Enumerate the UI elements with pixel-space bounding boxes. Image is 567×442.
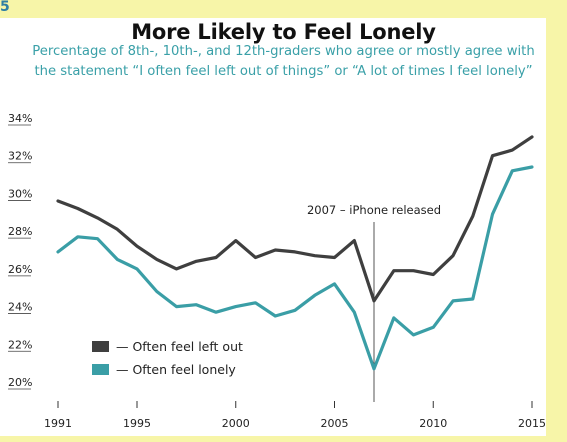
x-tick-label: 1991 bbox=[44, 417, 72, 430]
x-tick-label: 1995 bbox=[123, 417, 151, 430]
annotation-label: 2007 – iPhone released bbox=[307, 203, 441, 217]
legend-label: — Often feel lonely bbox=[116, 362, 236, 377]
chart-subtitle-line-1: Percentage of 8th-, 10th-, and 12th-grad… bbox=[32, 44, 535, 59]
x-tick-label: 2005 bbox=[321, 417, 349, 430]
y-tick-label: 30% bbox=[8, 187, 32, 200]
legend-swatch bbox=[92, 341, 109, 352]
chart-panel bbox=[0, 18, 546, 436]
series-line-1 bbox=[56, 165, 534, 371]
corner-mark: 5 bbox=[0, 0, 10, 15]
y-tick-label: 28% bbox=[8, 225, 32, 238]
x-tick-label: 2010 bbox=[419, 417, 447, 430]
y-tick-label: 24% bbox=[8, 301, 32, 314]
chart-subtitle-line-2: the statement “I often feel left out of … bbox=[34, 64, 533, 79]
y-tick-label: 20% bbox=[8, 376, 32, 389]
chart-title: More Likely to Feel Lonely bbox=[131, 20, 436, 44]
y-tick-label: 34% bbox=[8, 112, 32, 125]
y-tick-label: 22% bbox=[8, 338, 32, 351]
legend-swatch bbox=[92, 364, 109, 375]
legend-label: — Often feel left out bbox=[116, 339, 243, 354]
x-tick-label: 2000 bbox=[222, 417, 250, 430]
series-line-0 bbox=[56, 135, 534, 303]
y-tick-label: 32% bbox=[8, 150, 32, 163]
y-tick-label: 26% bbox=[8, 263, 32, 276]
x-tick-label: 2015 bbox=[518, 417, 546, 430]
